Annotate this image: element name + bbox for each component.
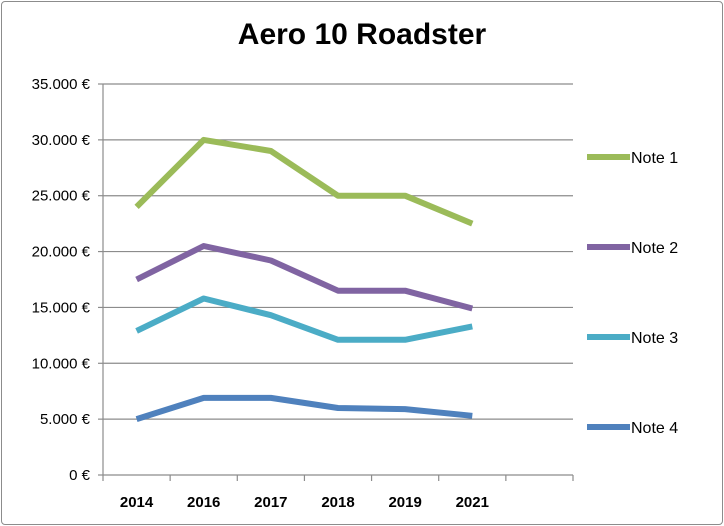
legend-label-3: Note 3 [631, 330, 678, 347]
series-line-4 [135, 394, 473, 422]
y-tick-label: 10.000 € [32, 355, 91, 372]
y-tick-label: 15.000 € [32, 299, 91, 316]
legend-label-2: Note 2 [631, 240, 678, 257]
y-tick-label: 5.000 € [40, 411, 91, 428]
series-line-2 [135, 243, 474, 312]
y-tick-label: 25.000 € [32, 188, 91, 205]
series-line-3 [135, 295, 473, 343]
x-tick-label: 2014 [120, 494, 154, 511]
x-tick-label: 2018 [321, 494, 354, 511]
series-line-1 [134, 136, 474, 227]
x-tick-label: 2021 [456, 494, 489, 511]
x-tick-label: 2016 [187, 494, 220, 511]
y-tick-label: 20.000 € [32, 244, 91, 261]
y-tick-label: 35.000 € [32, 76, 91, 93]
x-tick-label: 2017 [254, 494, 287, 511]
y-tick-label: 30.000 € [32, 132, 91, 149]
legend-label-1: Note 1 [631, 150, 678, 167]
x-tick-label: 2019 [388, 494, 421, 511]
legend-label-4: Note 4 [631, 420, 678, 437]
chart-title: Aero 10 Roadster [237, 18, 487, 51]
y-tick-label: 0 € [69, 467, 91, 484]
